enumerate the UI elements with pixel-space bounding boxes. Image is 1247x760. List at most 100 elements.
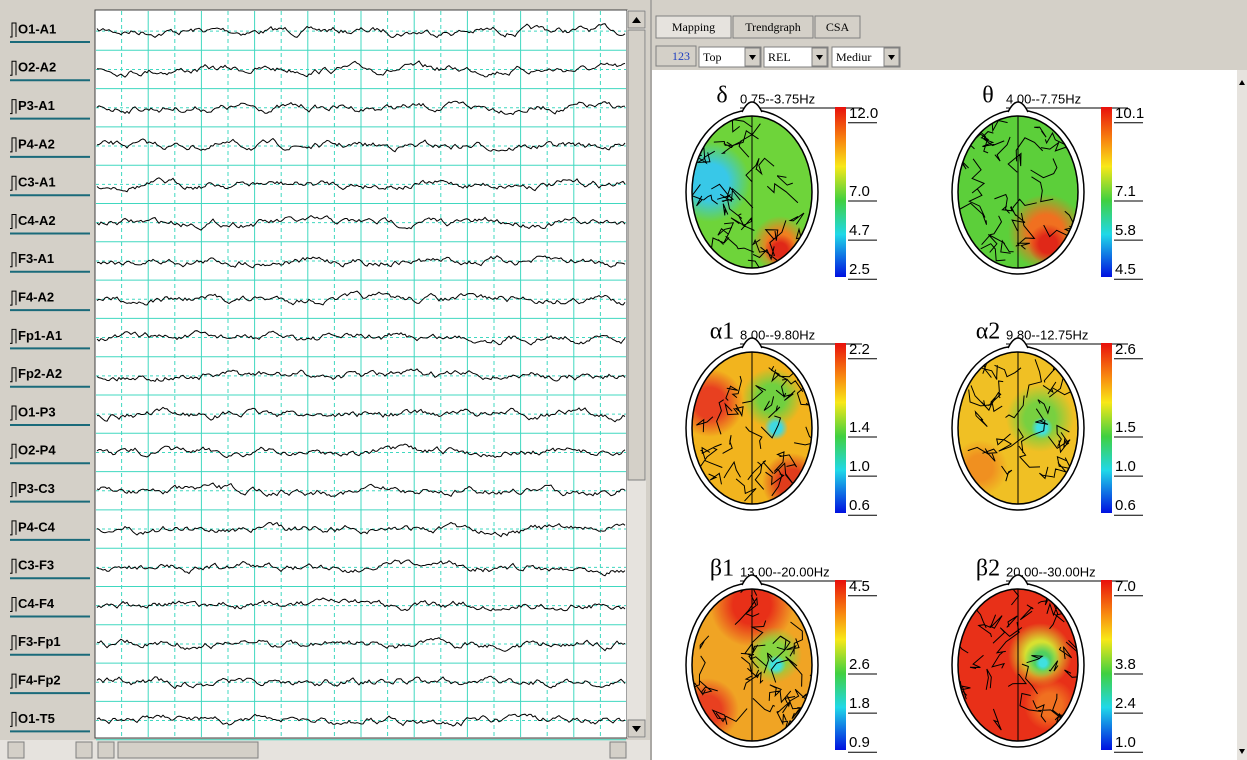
scroll-right[interactable] bbox=[609, 741, 627, 759]
channel-glyph bbox=[10, 214, 17, 229]
scroll-left[interactable] bbox=[7, 741, 25, 759]
scale-label: 2.6 bbox=[849, 656, 870, 673]
channel-label-box[interactable] bbox=[8, 588, 92, 621]
channel-label-box[interactable] bbox=[8, 14, 92, 47]
tab[interactable] bbox=[655, 15, 732, 39]
scroll-right[interactable] bbox=[75, 741, 93, 759]
topomap-blob bbox=[764, 416, 788, 440]
band-symbol: β2 bbox=[976, 556, 1000, 582]
scroll-left[interactable] bbox=[97, 741, 115, 759]
channel-label-box[interactable] bbox=[8, 128, 92, 162]
channel-label-box[interactable] bbox=[8, 90, 92, 123]
eeg-trace bbox=[96, 521, 626, 538]
channel-glyph bbox=[10, 252, 17, 268]
eeg-trace bbox=[96, 137, 626, 153]
band-symbol: α2 bbox=[976, 319, 1001, 345]
color-bar bbox=[1101, 343, 1112, 513]
scale-label: 10.1 bbox=[1115, 105, 1144, 122]
head-inner bbox=[691, 115, 813, 269]
head-inner bbox=[957, 588, 1079, 742]
dropdown[interactable] bbox=[831, 46, 901, 68]
channel-label-box[interactable] bbox=[8, 397, 92, 430]
band-range: 13.00--20.00Hz bbox=[740, 564, 830, 579]
channel-label-box[interactable] bbox=[8, 243, 92, 277]
scale-label: 1.0 bbox=[1115, 458, 1136, 475]
tab[interactable] bbox=[732, 15, 814, 39]
scale-label: 0.6 bbox=[849, 497, 870, 514]
channel-label: P4-A2 bbox=[18, 136, 55, 151]
arrow-icon bbox=[632, 17, 641, 23]
scale-label: 4.5 bbox=[849, 578, 870, 595]
channel-label-box[interactable] bbox=[8, 665, 92, 698]
channel-label-box[interactable] bbox=[8, 511, 92, 545]
arrow-icon bbox=[632, 726, 641, 732]
topomap-blob bbox=[692, 142, 750, 222]
eeg-trace bbox=[96, 100, 626, 116]
arrow-icon bbox=[1239, 80, 1245, 85]
eeg-trace bbox=[96, 60, 626, 78]
number-button[interactable] bbox=[655, 45, 697, 67]
tab[interactable] bbox=[814, 15, 861, 39]
arrow-icon bbox=[1239, 749, 1245, 754]
channel-label-box[interactable] bbox=[8, 205, 92, 238]
channel-label-box[interactable] bbox=[8, 550, 92, 583]
channel-glyph bbox=[10, 22, 17, 38]
channel-glyph bbox=[10, 711, 17, 727]
channel-label-box[interactable] bbox=[8, 358, 92, 391]
scale-label: 4.7 bbox=[849, 222, 870, 239]
eeg-trace bbox=[96, 368, 626, 383]
channel-label: C4-A2 bbox=[18, 213, 56, 228]
eeg-trace bbox=[96, 597, 626, 612]
eeg-trace bbox=[96, 23, 626, 39]
channel-label-box[interactable] bbox=[8, 626, 92, 660]
channel-label: O1-A1 bbox=[18, 21, 56, 36]
eeg-trace bbox=[96, 559, 626, 577]
eeg-trace bbox=[96, 443, 626, 459]
topomap bbox=[692, 589, 812, 741]
topomap bbox=[958, 352, 1078, 504]
channel-label-box[interactable] bbox=[8, 282, 92, 315]
vertical-scrollbar[interactable] bbox=[1237, 70, 1247, 760]
gyri bbox=[692, 589, 812, 734]
band-range: 4.00--7.75Hz bbox=[1006, 91, 1081, 106]
channel-label-box[interactable] bbox=[8, 435, 92, 468]
channel-glyph bbox=[10, 597, 17, 612]
channel-label-box[interactable] bbox=[8, 473, 92, 506]
tab-label: CSA bbox=[826, 20, 850, 34]
channel-label: O2-P4 bbox=[18, 443, 56, 458]
nose bbox=[1007, 337, 1029, 349]
channel-glyph bbox=[10, 482, 17, 498]
channel-label: F4-Fp2 bbox=[18, 673, 61, 688]
scale-label: 7.0 bbox=[1115, 578, 1136, 595]
channel-label: C4-F4 bbox=[18, 596, 55, 611]
head-inner bbox=[957, 115, 1079, 269]
eeg-trace bbox=[96, 637, 626, 652]
scroll-thumb[interactable] bbox=[117, 741, 259, 759]
channel-glyph bbox=[10, 99, 17, 115]
channel-label: P3-C3 bbox=[18, 481, 55, 496]
dropdown-value: Top bbox=[703, 50, 722, 64]
head-inner bbox=[691, 588, 813, 742]
channel-label-box[interactable] bbox=[8, 703, 92, 736]
channel-glyph bbox=[10, 328, 17, 344]
channel-glyph bbox=[10, 175, 17, 191]
channel-glyph bbox=[10, 137, 17, 153]
head-inner bbox=[957, 351, 1079, 505]
color-bar bbox=[1101, 107, 1112, 277]
channel-label-box[interactable] bbox=[8, 52, 92, 85]
eeg-trace bbox=[96, 330, 626, 346]
channel-label: P3-A1 bbox=[18, 98, 55, 113]
eeg-trace bbox=[96, 290, 626, 306]
scale-label: 4.5 bbox=[1115, 261, 1136, 278]
channel-label-box[interactable] bbox=[8, 320, 92, 353]
band-symbol: θ bbox=[982, 83, 994, 109]
channel-label: F4-A2 bbox=[18, 290, 54, 305]
channel-label: F3-A1 bbox=[18, 251, 54, 266]
scale-label: 1.0 bbox=[1115, 734, 1136, 751]
channel-label-box[interactable] bbox=[8, 167, 92, 200]
scroll-thumb[interactable] bbox=[627, 29, 646, 481]
channel-label: O1-P3 bbox=[18, 404, 56, 419]
topomap bbox=[692, 352, 812, 504]
channel-label: Fp2-A2 bbox=[18, 366, 62, 381]
